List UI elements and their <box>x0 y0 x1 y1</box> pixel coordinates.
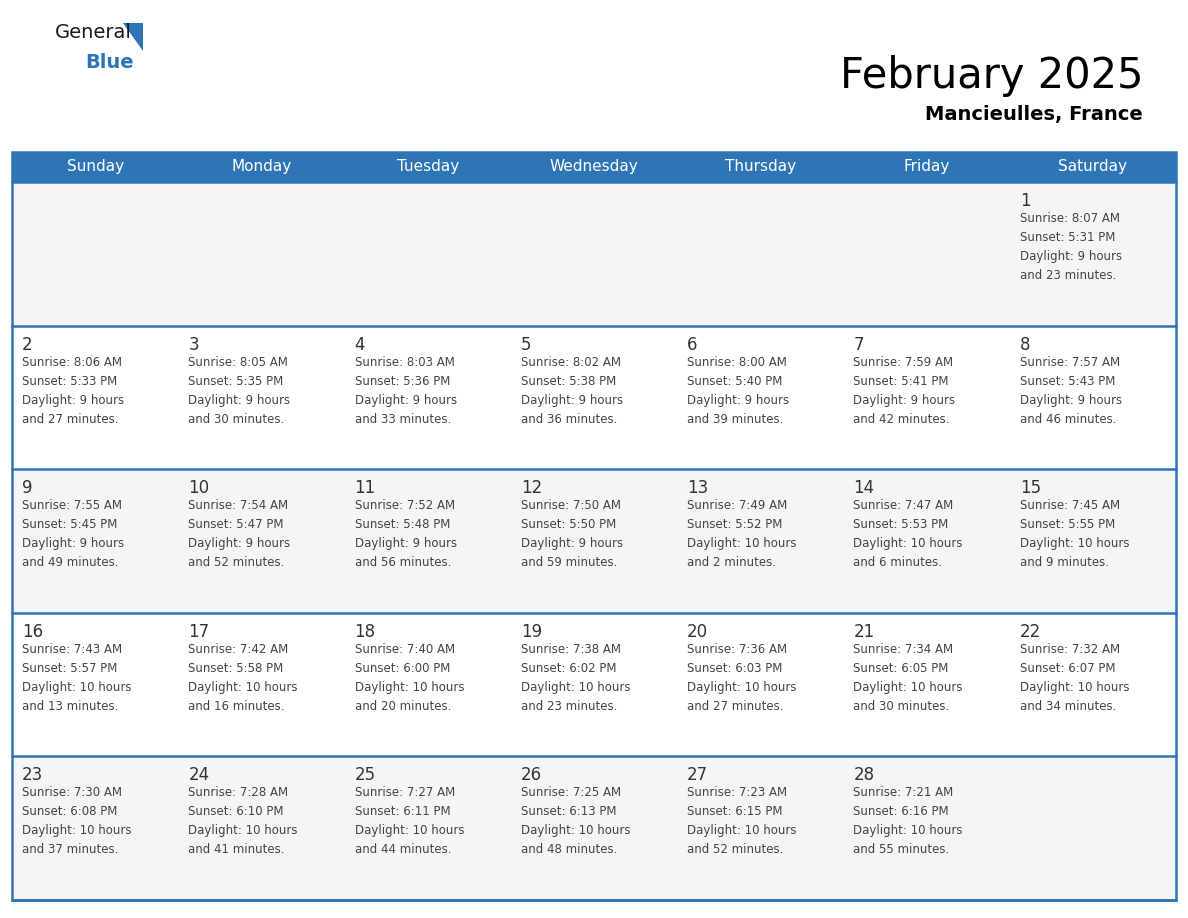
Bar <box>12 326 1176 469</box>
Text: 22: 22 <box>1019 622 1041 641</box>
Text: 21: 21 <box>853 622 874 641</box>
Text: Sunrise: 7:36 AM
Sunset: 6:03 PM
Daylight: 10 hours
and 27 minutes.: Sunrise: 7:36 AM Sunset: 6:03 PM Dayligh… <box>687 643 797 712</box>
Text: 20: 20 <box>687 622 708 641</box>
Text: 17: 17 <box>188 622 209 641</box>
Text: Sunrise: 7:50 AM
Sunset: 5:50 PM
Daylight: 9 hours
and 59 minutes.: Sunrise: 7:50 AM Sunset: 5:50 PM Dayligh… <box>520 499 623 569</box>
Text: Sunrise: 8:02 AM
Sunset: 5:38 PM
Daylight: 9 hours
and 36 minutes.: Sunrise: 8:02 AM Sunset: 5:38 PM Dayligh… <box>520 355 623 426</box>
Text: 11: 11 <box>354 479 375 498</box>
Text: Thursday: Thursday <box>725 160 796 174</box>
Text: Wednesday: Wednesday <box>550 160 638 174</box>
Text: 14: 14 <box>853 479 874 498</box>
Text: 19: 19 <box>520 622 542 641</box>
Bar <box>12 152 1176 182</box>
Text: 25: 25 <box>354 767 375 784</box>
Text: Sunrise: 7:54 AM
Sunset: 5:47 PM
Daylight: 9 hours
and 52 minutes.: Sunrise: 7:54 AM Sunset: 5:47 PM Dayligh… <box>188 499 290 569</box>
Polygon shape <box>124 23 143 51</box>
Text: 6: 6 <box>687 336 697 353</box>
Text: 27: 27 <box>687 767 708 784</box>
Text: 4: 4 <box>354 336 365 353</box>
Text: 12: 12 <box>520 479 542 498</box>
Text: Sunrise: 8:07 AM
Sunset: 5:31 PM
Daylight: 9 hours
and 23 minutes.: Sunrise: 8:07 AM Sunset: 5:31 PM Dayligh… <box>1019 212 1121 282</box>
Text: General: General <box>55 23 132 42</box>
Text: Sunrise: 7:59 AM
Sunset: 5:41 PM
Daylight: 9 hours
and 42 minutes.: Sunrise: 7:59 AM Sunset: 5:41 PM Dayligh… <box>853 355 955 426</box>
Text: Sunrise: 7:40 AM
Sunset: 6:00 PM
Daylight: 10 hours
and 20 minutes.: Sunrise: 7:40 AM Sunset: 6:00 PM Dayligh… <box>354 643 465 712</box>
Bar <box>12 152 1176 900</box>
Bar <box>12 182 1176 326</box>
Text: Sunrise: 8:03 AM
Sunset: 5:36 PM
Daylight: 9 hours
and 33 minutes.: Sunrise: 8:03 AM Sunset: 5:36 PM Dayligh… <box>354 355 456 426</box>
Text: 26: 26 <box>520 767 542 784</box>
Text: Sunrise: 7:28 AM
Sunset: 6:10 PM
Daylight: 10 hours
and 41 minutes.: Sunrise: 7:28 AM Sunset: 6:10 PM Dayligh… <box>188 787 298 856</box>
Text: 2: 2 <box>23 336 32 353</box>
Text: 16: 16 <box>23 622 43 641</box>
Text: Monday: Monday <box>232 160 291 174</box>
Text: Sunrise: 7:42 AM
Sunset: 5:58 PM
Daylight: 10 hours
and 16 minutes.: Sunrise: 7:42 AM Sunset: 5:58 PM Dayligh… <box>188 643 298 712</box>
Text: Sunrise: 7:57 AM
Sunset: 5:43 PM
Daylight: 9 hours
and 46 minutes.: Sunrise: 7:57 AM Sunset: 5:43 PM Dayligh… <box>1019 355 1121 426</box>
Text: Sunrise: 7:45 AM
Sunset: 5:55 PM
Daylight: 10 hours
and 9 minutes.: Sunrise: 7:45 AM Sunset: 5:55 PM Dayligh… <box>1019 499 1130 569</box>
Text: Sunrise: 7:49 AM
Sunset: 5:52 PM
Daylight: 10 hours
and 2 minutes.: Sunrise: 7:49 AM Sunset: 5:52 PM Dayligh… <box>687 499 797 569</box>
Text: Sunrise: 7:38 AM
Sunset: 6:02 PM
Daylight: 10 hours
and 23 minutes.: Sunrise: 7:38 AM Sunset: 6:02 PM Dayligh… <box>520 643 631 712</box>
Text: Sunrise: 7:43 AM
Sunset: 5:57 PM
Daylight: 10 hours
and 13 minutes.: Sunrise: 7:43 AM Sunset: 5:57 PM Dayligh… <box>23 643 132 712</box>
Text: Friday: Friday <box>903 160 949 174</box>
Text: Sunrise: 7:55 AM
Sunset: 5:45 PM
Daylight: 9 hours
and 49 minutes.: Sunrise: 7:55 AM Sunset: 5:45 PM Dayligh… <box>23 499 124 569</box>
Text: 13: 13 <box>687 479 708 498</box>
Text: Sunrise: 7:32 AM
Sunset: 6:07 PM
Daylight: 10 hours
and 34 minutes.: Sunrise: 7:32 AM Sunset: 6:07 PM Dayligh… <box>1019 643 1130 712</box>
Text: 9: 9 <box>23 479 32 498</box>
Text: 8: 8 <box>1019 336 1030 353</box>
Text: Sunrise: 7:30 AM
Sunset: 6:08 PM
Daylight: 10 hours
and 37 minutes.: Sunrise: 7:30 AM Sunset: 6:08 PM Dayligh… <box>23 787 132 856</box>
Text: Sunday: Sunday <box>67 160 124 174</box>
Text: Sunrise: 7:34 AM
Sunset: 6:05 PM
Daylight: 10 hours
and 30 minutes.: Sunrise: 7:34 AM Sunset: 6:05 PM Dayligh… <box>853 643 963 712</box>
Text: 28: 28 <box>853 767 874 784</box>
Text: Sunrise: 7:27 AM
Sunset: 6:11 PM
Daylight: 10 hours
and 44 minutes.: Sunrise: 7:27 AM Sunset: 6:11 PM Dayligh… <box>354 787 465 856</box>
Text: Sunrise: 8:06 AM
Sunset: 5:33 PM
Daylight: 9 hours
and 27 minutes.: Sunrise: 8:06 AM Sunset: 5:33 PM Dayligh… <box>23 355 124 426</box>
Text: Sunrise: 8:05 AM
Sunset: 5:35 PM
Daylight: 9 hours
and 30 minutes.: Sunrise: 8:05 AM Sunset: 5:35 PM Dayligh… <box>188 355 290 426</box>
Text: February 2025: February 2025 <box>840 55 1143 97</box>
Text: Sunrise: 8:00 AM
Sunset: 5:40 PM
Daylight: 9 hours
and 39 minutes.: Sunrise: 8:00 AM Sunset: 5:40 PM Dayligh… <box>687 355 789 426</box>
Text: 24: 24 <box>188 767 209 784</box>
Text: Sunrise: 7:23 AM
Sunset: 6:15 PM
Daylight: 10 hours
and 52 minutes.: Sunrise: 7:23 AM Sunset: 6:15 PM Dayligh… <box>687 787 797 856</box>
Text: 5: 5 <box>520 336 531 353</box>
Bar <box>12 613 1176 756</box>
Text: Mancieulles, France: Mancieulles, France <box>925 105 1143 124</box>
Text: 1: 1 <box>1019 192 1030 210</box>
Text: Sunrise: 7:47 AM
Sunset: 5:53 PM
Daylight: 10 hours
and 6 minutes.: Sunrise: 7:47 AM Sunset: 5:53 PM Dayligh… <box>853 499 963 569</box>
Text: Blue: Blue <box>86 53 133 72</box>
Text: 23: 23 <box>23 767 43 784</box>
Bar <box>12 469 1176 613</box>
Bar <box>12 756 1176 900</box>
Text: 7: 7 <box>853 336 864 353</box>
Text: Sunrise: 7:21 AM
Sunset: 6:16 PM
Daylight: 10 hours
and 55 minutes.: Sunrise: 7:21 AM Sunset: 6:16 PM Dayligh… <box>853 787 963 856</box>
Text: 3: 3 <box>188 336 198 353</box>
Text: Sunrise: 7:25 AM
Sunset: 6:13 PM
Daylight: 10 hours
and 48 minutes.: Sunrise: 7:25 AM Sunset: 6:13 PM Dayligh… <box>520 787 631 856</box>
Text: 18: 18 <box>354 622 375 641</box>
Text: 10: 10 <box>188 479 209 498</box>
Text: Saturday: Saturday <box>1059 160 1127 174</box>
Text: Tuesday: Tuesday <box>397 160 459 174</box>
Text: Sunrise: 7:52 AM
Sunset: 5:48 PM
Daylight: 9 hours
and 56 minutes.: Sunrise: 7:52 AM Sunset: 5:48 PM Dayligh… <box>354 499 456 569</box>
Text: 15: 15 <box>1019 479 1041 498</box>
